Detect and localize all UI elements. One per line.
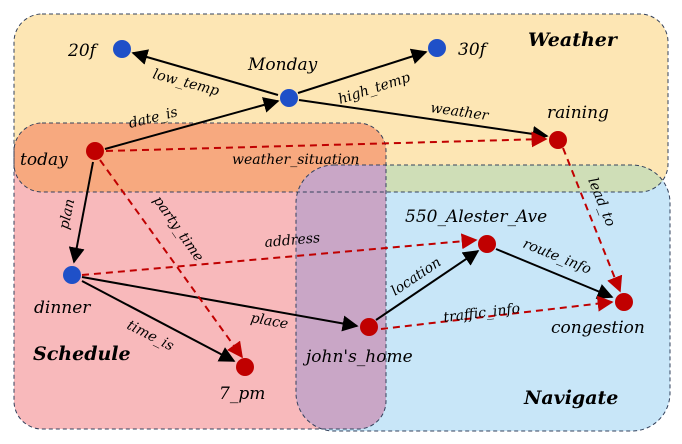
label-congestion: congestion: [551, 318, 645, 338]
navigate-region: [296, 165, 670, 431]
node-johns-home: [360, 318, 378, 336]
edge-weather-situation: [105, 131, 548, 152]
edge-time-is: [81, 280, 236, 362]
weather-region-title: Weather: [528, 29, 619, 51]
label-20f: 20f: [67, 41, 99, 61]
label-30f: 30f: [458, 40, 489, 60]
edge-label-place: place: [249, 310, 289, 332]
edge-low-temp: [131, 49, 279, 96]
label-7pm: 7_pm: [219, 384, 265, 404]
node-20f: [113, 40, 131, 58]
node-congestion: [615, 293, 633, 311]
edge-label-address: address: [264, 230, 321, 251]
label-550-alester-ave: 550_Alester_Ave: [405, 207, 547, 227]
schedule-region-title: Schedule: [33, 343, 131, 365]
label-raining: raining: [547, 103, 609, 123]
edge-high-temp: [297, 48, 428, 94]
node-550-alester-ave: [478, 235, 496, 253]
weather-region-border: [13, 13, 669, 193]
node-raining: [549, 131, 567, 149]
navigate-region-border: [295, 164, 671, 432]
edge-location: [375, 250, 480, 321]
navigate-region-title: Navigate: [523, 387, 618, 409]
edge-date-is: [104, 97, 280, 150]
schedule-region: [14, 123, 386, 429]
edge-address: [81, 233, 478, 276]
label-johns-home: john's_home: [302, 347, 413, 367]
edge-label-plan: plan: [56, 197, 78, 230]
label-monday: Monday: [247, 55, 318, 75]
node-monday: [280, 89, 298, 107]
edge-lead-to: [562, 147, 623, 293]
edge-traffic-info: [380, 295, 614, 330]
edge-plan: [68, 161, 94, 264]
edge-place: [81, 276, 359, 332]
node-30f: [428, 39, 446, 57]
edge-label-weather-situation: weather_situation: [232, 152, 359, 168]
edge-weather: [298, 99, 549, 142]
edge-party-time: [99, 159, 243, 359]
label-today: today: [20, 150, 68, 170]
node-today: [86, 142, 104, 160]
label-dinner: dinner: [34, 298, 91, 318]
node-dinner: [63, 266, 81, 284]
node-7pm: [236, 358, 254, 376]
edge-route-info: [495, 248, 614, 299]
